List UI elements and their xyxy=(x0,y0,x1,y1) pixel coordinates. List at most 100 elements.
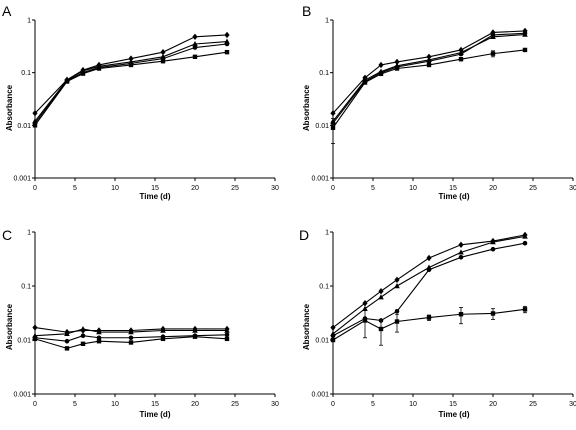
series-line xyxy=(332,49,526,129)
series-line xyxy=(34,51,228,126)
data-point xyxy=(394,283,400,289)
panel-label: B xyxy=(302,3,311,19)
data-point xyxy=(192,45,198,50)
data-point xyxy=(32,123,38,128)
data-point xyxy=(426,267,432,273)
data-point xyxy=(522,27,528,35)
error-bar xyxy=(331,118,335,144)
series-circle xyxy=(330,30,528,126)
y-tick-label: 1 xyxy=(27,18,31,25)
y-tick-label: 0.01 xyxy=(315,338,329,345)
x-tick-label: 10 xyxy=(111,401,119,408)
data-point xyxy=(32,324,38,331)
series-line xyxy=(332,234,526,328)
data-point xyxy=(378,288,384,295)
data-point xyxy=(224,336,230,342)
data-point xyxy=(426,53,432,61)
series-line xyxy=(34,43,228,124)
data-point xyxy=(362,318,368,323)
data-point xyxy=(522,47,528,53)
x-axis-label: Time (d) xyxy=(439,192,470,201)
data-point xyxy=(426,62,432,68)
data-point xyxy=(426,315,432,320)
x-tick-label: 30 xyxy=(569,185,576,192)
y-tick-label: 0.001 xyxy=(13,392,31,399)
x-tick-label: 0 xyxy=(331,401,335,408)
data-point xyxy=(394,58,400,66)
panel-label: C xyxy=(2,227,12,243)
data-point xyxy=(128,335,134,341)
y-tick-label: 1 xyxy=(27,230,31,237)
data-point xyxy=(330,125,336,130)
series-diamond xyxy=(32,31,230,117)
y-tick-label: 0.1 xyxy=(21,70,31,77)
series-line xyxy=(34,327,227,333)
data-point xyxy=(224,31,230,39)
y-tick-label: 0.001 xyxy=(311,176,329,183)
y-axis-label: Absorbance xyxy=(302,84,311,131)
data-point xyxy=(128,62,134,68)
data-point xyxy=(458,312,464,317)
data-point xyxy=(160,336,166,342)
data-point xyxy=(490,51,496,56)
x-tick-label: 30 xyxy=(271,185,279,192)
series-line xyxy=(34,334,228,342)
data-point xyxy=(224,49,230,55)
data-point xyxy=(458,51,464,57)
x-axis-label: Time (d) xyxy=(140,410,171,419)
series-line xyxy=(332,242,526,337)
series-square xyxy=(32,334,230,351)
x-tick-label: 0 xyxy=(331,185,335,192)
y-tick-label: 0.001 xyxy=(311,392,329,399)
series-circle xyxy=(32,332,230,344)
y-tick-label: 0.01 xyxy=(315,123,329,130)
data-point xyxy=(378,294,384,300)
x-tick-label: 25 xyxy=(529,401,537,408)
x-tick-label: 15 xyxy=(151,401,159,408)
series-square xyxy=(330,47,528,144)
data-point xyxy=(378,71,384,77)
error-bar xyxy=(363,310,367,339)
data-point xyxy=(64,330,70,337)
y-tick-label: 0.01 xyxy=(17,123,31,130)
data-point xyxy=(426,58,432,64)
data-point xyxy=(394,309,400,314)
x-tick-label: 20 xyxy=(489,185,497,192)
x-tick-label: 25 xyxy=(231,401,239,408)
panel-label: A xyxy=(2,3,12,19)
data-point xyxy=(128,55,134,62)
data-point xyxy=(522,30,528,36)
series-square xyxy=(32,49,230,128)
x-tick-label: 15 xyxy=(449,401,457,408)
series-triangle xyxy=(32,325,230,338)
x-tick-label: 5 xyxy=(73,185,77,192)
y-tick-label: 0.1 xyxy=(21,284,31,291)
data-point xyxy=(522,240,528,246)
data-point xyxy=(80,341,86,347)
data-point xyxy=(224,41,230,47)
x-tick-label: 20 xyxy=(191,185,199,192)
data-point xyxy=(522,307,528,312)
data-point xyxy=(64,79,70,84)
data-point xyxy=(490,239,496,245)
data-point xyxy=(394,66,400,71)
y-axis-label: Absorbance xyxy=(5,84,14,131)
x-tick-label: 5 xyxy=(371,185,375,192)
data-point xyxy=(80,325,86,332)
series-line xyxy=(332,30,526,114)
series-line xyxy=(34,40,228,122)
y-axis-label: Absorbance xyxy=(5,303,14,350)
y-axis-label: Absorbance xyxy=(302,303,311,350)
data-point xyxy=(192,327,198,333)
data-point xyxy=(96,339,102,344)
series-line xyxy=(332,32,526,124)
data-point xyxy=(128,340,134,345)
data-point xyxy=(160,48,166,56)
x-tick-label: 20 xyxy=(191,401,199,408)
series-diamond xyxy=(330,27,528,117)
x-tick-label: 0 xyxy=(33,401,37,408)
data-point xyxy=(378,326,384,332)
data-point xyxy=(192,54,198,60)
data-point xyxy=(224,327,230,333)
